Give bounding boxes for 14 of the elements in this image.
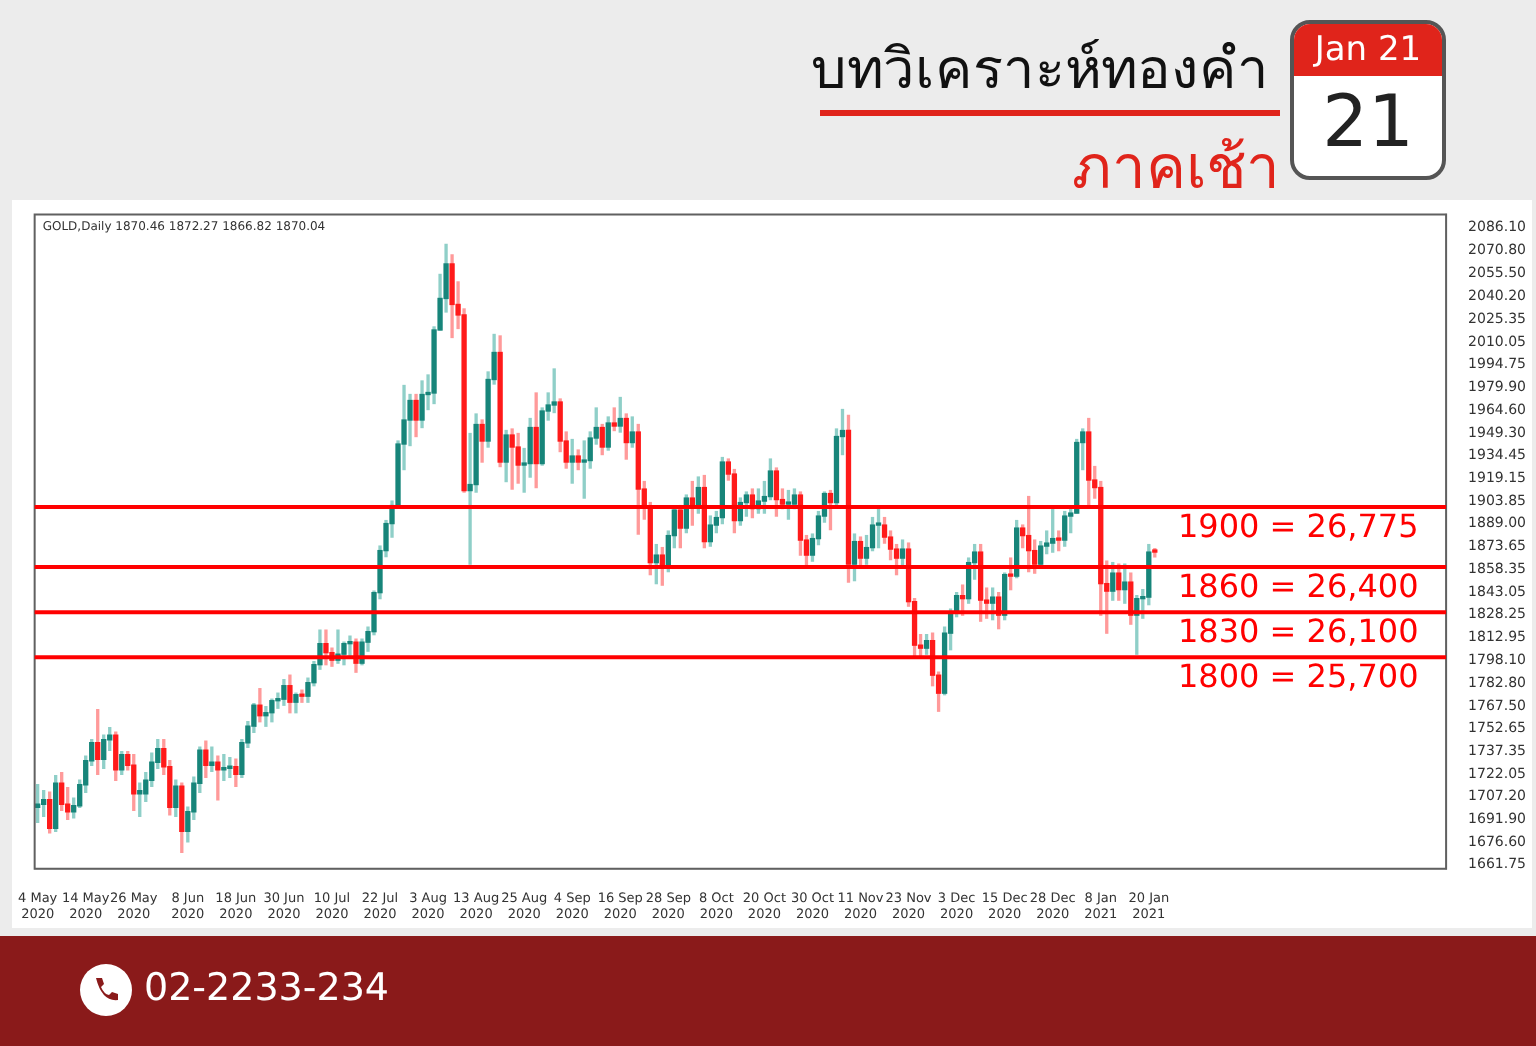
candlestick [509, 428, 515, 490]
candlestick [227, 757, 233, 778]
ref-line-label: 1860 = 26,400 [1177, 567, 1419, 606]
candlestick [221, 754, 227, 781]
ref-line-label: 1900 = 26,775 [1177, 507, 1419, 546]
ref-line-label: 1830 = 26,100 [1177, 612, 1419, 651]
ref-line-label: 1800 = 25,700 [1177, 657, 1419, 696]
calendar-icon: Jan 21 21 [1290, 20, 1446, 180]
chart-title: บทวิเคราะห์ทองคำ [809, 34, 1271, 106]
candlestick [215, 755, 221, 801]
candlestick [263, 706, 269, 727]
text: 02-2233-234 [144, 966, 390, 1010]
chart-subtitle: ภาคเช้า [1070, 132, 1280, 208]
candlestick [299, 689, 305, 703]
